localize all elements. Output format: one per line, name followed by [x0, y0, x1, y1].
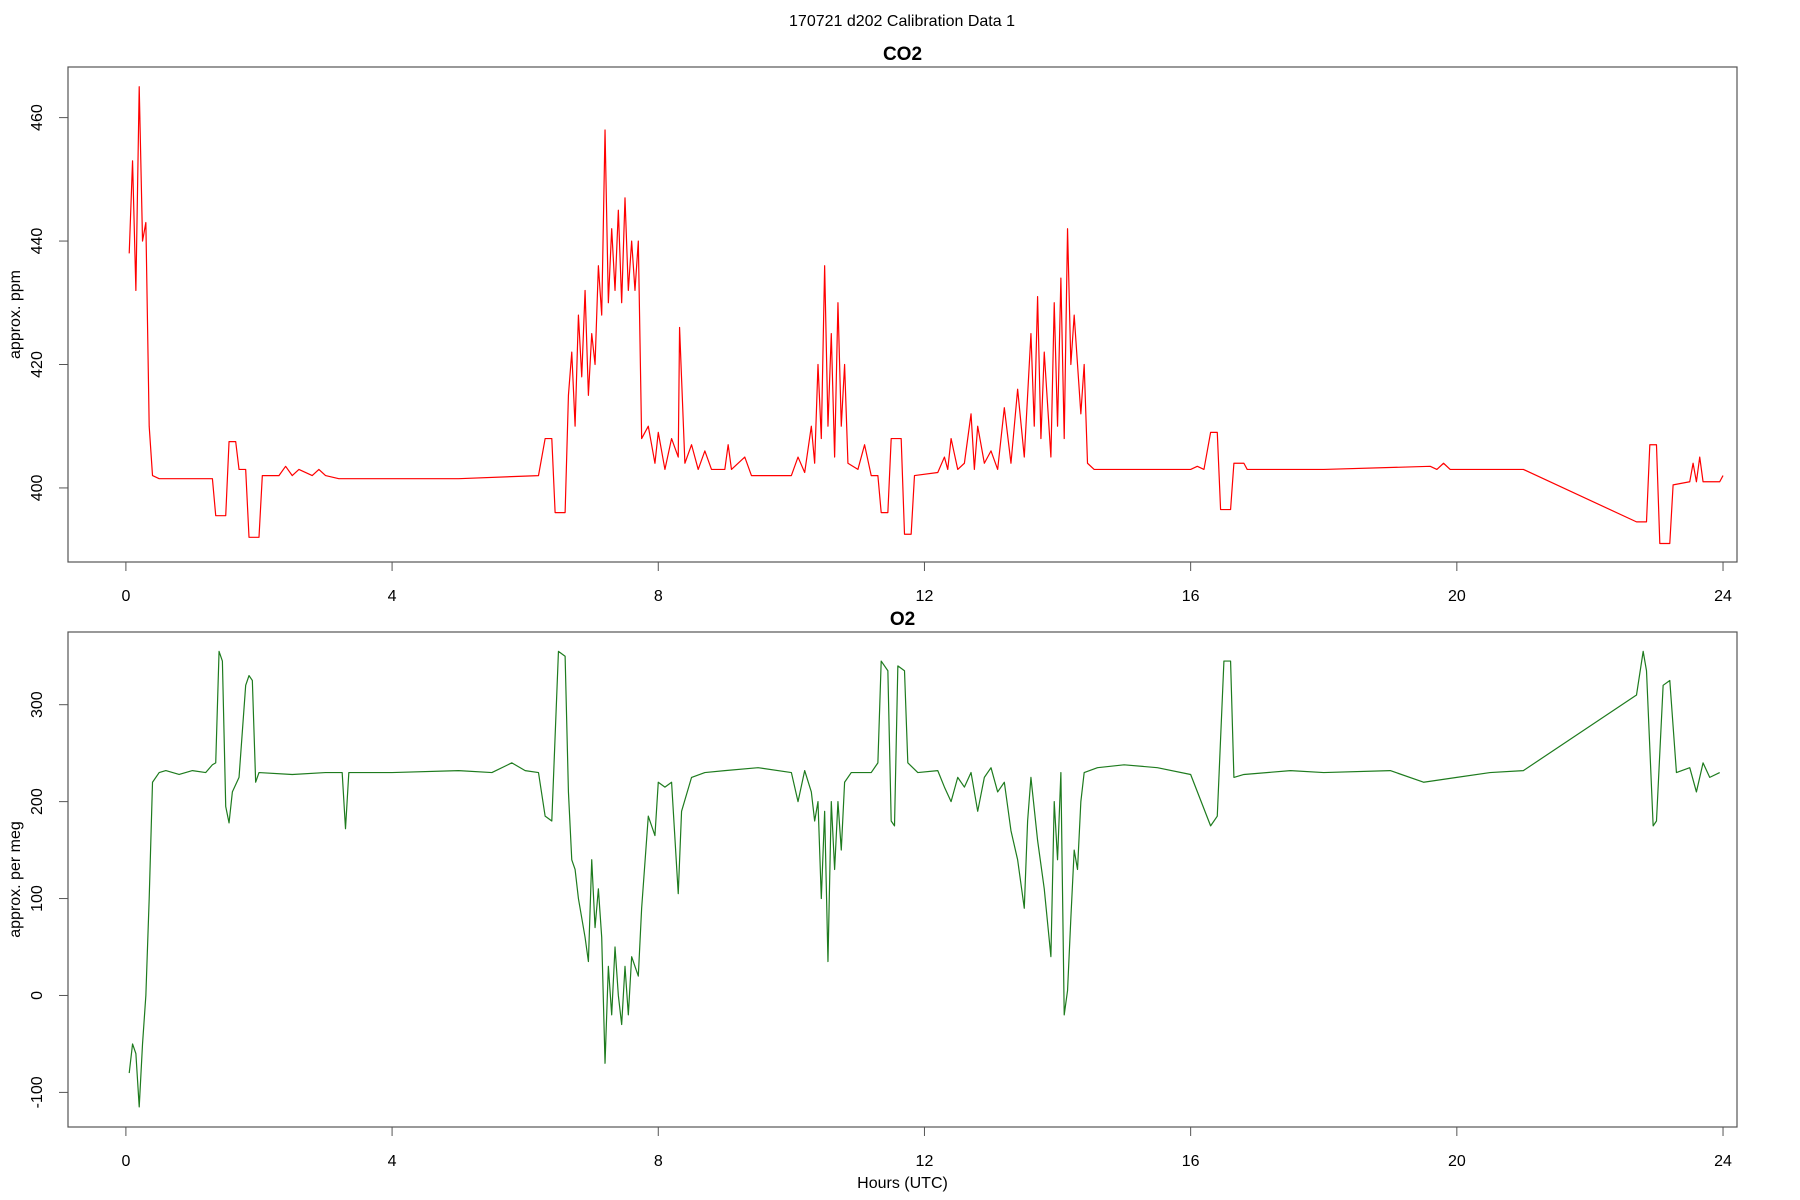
y-axis-label: approx. per meg: [7, 821, 24, 938]
y-tick-label: 420: [29, 351, 46, 378]
y-tick-label: 300: [29, 691, 46, 718]
x-tick-label: 0: [121, 1153, 130, 1170]
x-tick-label: 12: [916, 588, 934, 605]
x-tick-label: 0: [121, 588, 130, 605]
x-tick-label: 16: [1182, 1153, 1200, 1170]
y-tick-label: 400: [29, 474, 46, 501]
y-tick-label: 0: [29, 991, 46, 1000]
panel-title: CO2: [883, 44, 922, 65]
y-tick-label: 200: [29, 788, 46, 815]
x-tick-label: 4: [388, 1153, 397, 1170]
x-tick-label: 24: [1714, 1153, 1732, 1170]
y-tick-label: -100: [29, 1076, 46, 1108]
x-tick-label: 4: [388, 588, 397, 605]
x-axis-label: Hours (UTC): [857, 1175, 948, 1192]
x-tick-label: 16: [1182, 588, 1200, 605]
x-tick-label: 12: [916, 1153, 934, 1170]
x-tick-label: 24: [1714, 588, 1732, 605]
y-tick-label: 460: [29, 104, 46, 131]
figure-title: 170721 d202 Calibration Data 1: [789, 13, 1015, 30]
data-line: [128, 650, 1720, 1108]
x-tick-label: 8: [654, 588, 663, 605]
y-tick-label: 100: [29, 885, 46, 912]
data-line: [128, 86, 1724, 545]
y-axis-label: approx. ppm: [7, 270, 24, 359]
y-tick-label: 440: [29, 228, 46, 255]
x-tick-label: 20: [1448, 588, 1466, 605]
panel-title: O2: [890, 609, 915, 630]
x-tick-label: 20: [1448, 1153, 1466, 1170]
x-tick-label: 8: [654, 1153, 663, 1170]
